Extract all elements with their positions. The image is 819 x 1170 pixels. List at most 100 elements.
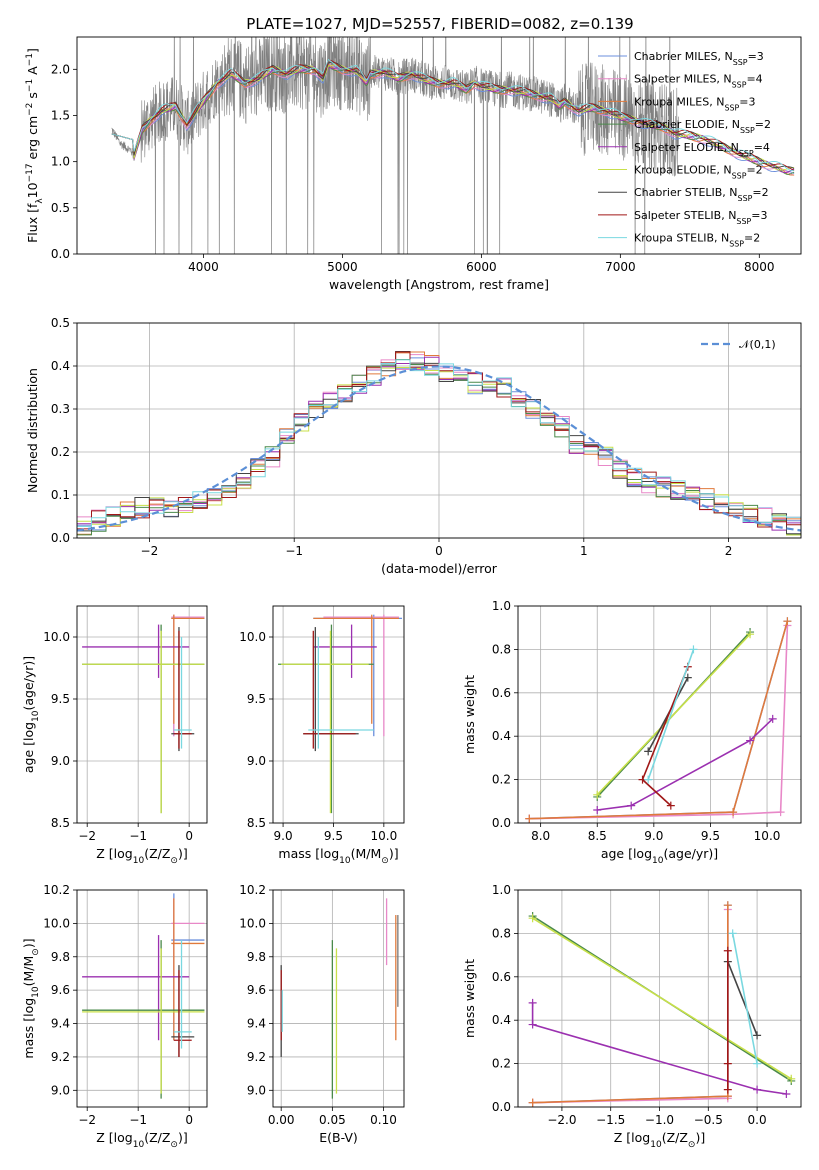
y-axis-label: mass [log10(M/M⊙)] <box>21 938 41 1058</box>
y-axis-label: age [log10(age/yr)] <box>21 656 41 773</box>
y-tick-label: 9.5 <box>247 692 266 706</box>
model-spectrum-6 <box>111 61 795 169</box>
weight-marker <box>728 929 737 938</box>
weight-line-5 <box>532 917 792 1080</box>
x-tick-label: 0 <box>435 544 443 558</box>
x-tick-label: 9.0 <box>644 829 663 843</box>
y-tick-label: 0.8 <box>492 926 511 940</box>
y-axis-label: Flux [fλ10−17 erg cm−2 s−1 A−1] <box>25 48 45 243</box>
weight-marker <box>753 1031 762 1040</box>
histogram-8 <box>77 359 801 527</box>
y-tick-label: 0.2 <box>492 773 511 787</box>
panel-spectrum: 4000 5000 6000 7000 8000 0.0 0.5 1.0 1.5 2.0 wavel… <box>25 36 802 292</box>
y-tick-label: 9.0 <box>51 1083 70 1097</box>
legend-entry-6: Chabrier STELIB, NSSP=2 <box>634 186 769 203</box>
weight-line-8 <box>647 649 695 780</box>
x-tick-label: −2 <box>78 829 96 843</box>
y-tick-label: 9.4 <box>51 1017 70 1031</box>
y-tick-label: 0.0 <box>51 531 70 545</box>
x-tick-label: 0.00 <box>268 1113 295 1127</box>
x-tick-label: −1 <box>129 1113 147 1127</box>
weight-marker <box>753 1059 762 1068</box>
axes-overlay: 8.0 8.5 9.0 9.5 10.0 0.0 0.2 0.4 0.6 0.8 1.0 age [l… <box>462 599 802 866</box>
y-tick-label: 10.0 <box>239 630 266 644</box>
axes-frame <box>76 889 208 1108</box>
axes-overlay: 0.00 0.05 0.10 9.0 9.2 9.4 9.6 9.8 10.0 10.2 E(B-V… <box>239 883 405 1145</box>
weight-marker <box>787 1074 796 1083</box>
x-axis-label: Z [log10(Z/Z⊙)] <box>614 1130 705 1150</box>
x-tick-label: −0.5 <box>694 1113 723 1127</box>
weight-marker <box>746 630 755 639</box>
y-tick-label: 0.6 <box>492 970 511 984</box>
weight-marker <box>666 801 675 810</box>
weight-marker <box>782 1089 791 1098</box>
panel-weight-vs-age: 8.0 8.5 9.0 9.5 10.0 0.0 0.2 0.4 0.6 0.8 1.0 age [l… <box>462 599 802 866</box>
x-tick-label: −1.5 <box>596 1113 625 1127</box>
weight-marker <box>525 814 534 823</box>
y-axis-label: Normed distribution <box>25 368 40 493</box>
y-tick-label: 1.0 <box>492 883 511 897</box>
plot-area <box>528 901 796 1107</box>
x-tick-label: 8.5 <box>588 829 607 843</box>
y-tick-label: 9.4 <box>247 1017 266 1031</box>
axes-frame <box>272 605 405 824</box>
y-tick-label: 9.0 <box>51 754 70 768</box>
panel-mass-vs-ebv: 0.00 0.05 0.10 9.0 9.2 9.4 9.6 9.8 10.0 10.2 E(B-V… <box>239 883 405 1145</box>
x-tick-label: 0 <box>185 829 193 843</box>
x-tick-label: 0 <box>185 1113 193 1127</box>
legend: Chabrier MILES, NSSP=3 Salpeter MILES, NS… <box>598 50 771 248</box>
x-axis-label: (data-model)/error <box>381 561 498 576</box>
y-tick-label: 9.6 <box>51 983 70 997</box>
x-axis-label: wavelength [Angstrom, rest frame] <box>329 277 549 292</box>
gaussian-curve <box>77 365 801 532</box>
y-tick-label: 0.4 <box>51 359 70 373</box>
x-tick-label: −2.0 <box>547 1113 576 1127</box>
x-tick-label: 4000 <box>188 260 219 274</box>
x-tick-label: 7000 <box>605 260 636 274</box>
weight-marker <box>528 1020 537 1029</box>
model-spectrum-7 <box>111 59 795 171</box>
y-axis-label: mass weight <box>462 675 477 754</box>
x-tick-label: −1 <box>129 829 147 843</box>
weight-line-1 <box>529 625 789 820</box>
weight-marker <box>776 808 785 817</box>
weight-line-8 <box>731 933 758 1064</box>
x-axis-label: Z [log10(Z/Z⊙)] <box>96 1130 187 1150</box>
x-tick-label: −2 <box>78 1113 96 1127</box>
x-tick-label: 0.0 <box>748 1113 767 1127</box>
x-axis-label: age [log10(age/yr)] <box>601 846 718 866</box>
x-tick-label: 10.0 <box>754 829 781 843</box>
y-tick-label: 1.0 <box>51 155 70 169</box>
x-tick-label: −1.0 <box>645 1113 674 1127</box>
x-tick-label: 9.5 <box>701 829 720 843</box>
y-tick-label: 0.0 <box>51 247 70 261</box>
weight-line-6 <box>727 961 758 1036</box>
weight-marker <box>723 901 732 910</box>
x-tick-label: 1 <box>580 544 588 558</box>
y-tick-label: 9.8 <box>247 950 266 964</box>
y-tick-label: 0.2 <box>492 1057 511 1071</box>
panel-age-vs-mass: 9.0 9.5 10.0 8.5 9.0 9.5 10.0 mass [log10(M/M⊙)… <box>239 605 405 866</box>
y-axis-label: mass weight <box>462 959 477 1038</box>
x-tick-label: 10.0 <box>370 829 397 843</box>
x-tick-label: 8.0 <box>531 829 550 843</box>
y-tick-label: 1.0 <box>492 599 511 613</box>
weight-line-4 <box>531 1002 787 1095</box>
y-tick-label: 0.4 <box>492 729 511 743</box>
weight-marker <box>723 1059 732 1068</box>
axes-frame <box>76 605 208 824</box>
axes-frame <box>517 605 802 824</box>
axes-frame <box>76 36 802 255</box>
weight-marker <box>723 946 732 955</box>
y-tick-label: 9.2 <box>51 1050 70 1064</box>
x-tick-label: 0.05 <box>319 1113 346 1127</box>
y-tick-label: 9.5 <box>51 692 70 706</box>
y-tick-label: 0.4 <box>492 1013 511 1027</box>
model-spectrum-0 <box>111 65 795 175</box>
x-axis-label: mass [log10(M/M⊙)] <box>278 846 398 866</box>
y-tick-label: 0.5 <box>51 316 70 330</box>
x-tick-label: 2 <box>725 544 733 558</box>
x-tick-label: 9.0 <box>274 829 293 843</box>
x-tick-label: −1 <box>285 544 303 558</box>
